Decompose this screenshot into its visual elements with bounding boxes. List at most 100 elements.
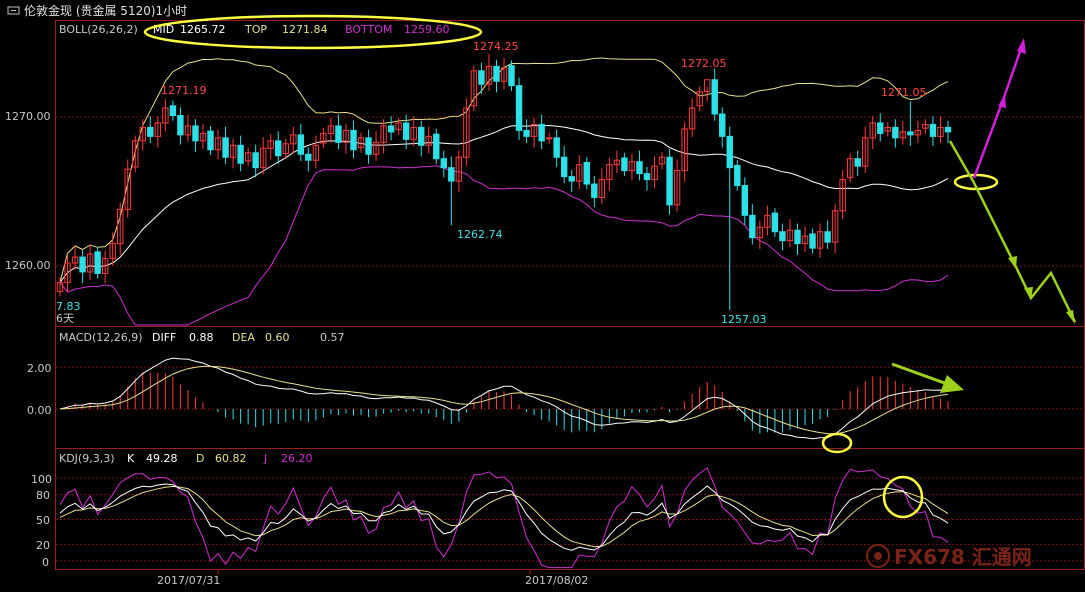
candle-36 <box>327 117 335 144</box>
candle-114 <box>914 120 922 144</box>
candle-73 <box>606 157 613 191</box>
kdj-k-label: K <box>127 452 135 465</box>
candlesticks <box>56 53 952 311</box>
candle-body <box>290 134 297 145</box>
candle-body <box>335 125 342 143</box>
candle-body <box>816 231 824 249</box>
candle-body <box>395 122 402 131</box>
candle-body <box>440 158 448 169</box>
kdj-d-label: D <box>196 452 204 465</box>
candle-body <box>470 70 478 107</box>
candle-70 <box>583 157 590 190</box>
y-tick-kdj-100: 100 <box>31 473 52 486</box>
candle-72 <box>598 168 606 205</box>
candle-85 <box>696 86 703 112</box>
candle-35 <box>320 128 327 149</box>
candle-106 <box>854 150 861 176</box>
price-annotations: 1271.19 1274.25 1272.05 1271.05 1262.74 … <box>56 40 927 326</box>
candle-body <box>621 157 628 172</box>
candle-30 <box>282 138 289 159</box>
bullish-forecast-arrow <box>972 38 1026 179</box>
candle-body <box>259 147 267 169</box>
candle-49 <box>425 126 432 154</box>
candle-body <box>222 137 229 158</box>
y-tick-1260: 1260.00 <box>5 259 51 272</box>
candle-body <box>402 122 410 140</box>
candle-body <box>846 158 854 178</box>
window-title: 伦敦金现 (贵金属 5120)1小时 <box>24 3 187 18</box>
candle-body <box>839 179 846 212</box>
candle-body <box>576 164 583 182</box>
candle-body <box>184 125 192 136</box>
macd-dea-label: DEA <box>232 331 255 344</box>
candle-5 <box>94 246 101 279</box>
candle-body <box>749 214 756 239</box>
boll-bottom-line <box>59 165 949 326</box>
candle-body <box>350 129 357 151</box>
candle-53 <box>455 150 463 193</box>
arrow-head-up-1 <box>1017 38 1026 54</box>
candle-60 <box>508 60 515 91</box>
candle-body <box>523 129 530 137</box>
watermark-text: FX678 汇通网 <box>894 545 1032 569</box>
candle-body <box>297 134 305 155</box>
boll-bottom-value: 1259.60 <box>404 23 450 36</box>
candle-17 <box>184 114 192 142</box>
candle-65 <box>545 132 553 144</box>
candle-body <box>418 126 425 146</box>
candle-body <box>485 65 493 85</box>
kdj-j-line <box>59 467 949 569</box>
candle-100 <box>809 228 816 254</box>
watermark: FX678 汇通网 <box>866 544 1032 569</box>
y-tick-kdj-20: 20 <box>36 539 50 552</box>
candle-79 <box>651 156 658 188</box>
candle-88 <box>719 107 726 148</box>
candle-6 <box>101 250 109 284</box>
macd-diff-label: DIFF <box>152 331 176 344</box>
candle-59 <box>500 58 508 90</box>
macd-lines <box>59 357 949 440</box>
candle-body <box>312 144 320 161</box>
kdj-lines <box>59 467 949 569</box>
candle-16 <box>177 107 184 145</box>
kdj-d-value: 60.82 <box>215 452 247 465</box>
macd-name: MACD(12,26,9) <box>59 331 143 344</box>
candle-body <box>229 144 237 158</box>
candle-38 <box>342 123 350 154</box>
candle-7 <box>109 232 116 266</box>
candle-body <box>809 233 816 249</box>
candle-50 <box>433 128 440 164</box>
y-tick-macd-0: 0.00 <box>27 404 52 417</box>
boll-name: BOLL(26,26,2) <box>59 23 138 36</box>
candle-body <box>305 153 312 161</box>
link-icon[interactable] <box>7 6 20 15</box>
title-bar: 伦敦金现 (贵金属 5120)1小时 <box>7 3 187 18</box>
candle-109 <box>877 113 884 142</box>
candle-body <box>636 161 643 175</box>
candle-body <box>199 132 207 142</box>
candle-body <box>64 262 71 283</box>
candle-body <box>591 183 598 198</box>
candle-body <box>944 126 952 133</box>
candle-body <box>794 229 801 245</box>
candle-104 <box>839 169 846 220</box>
kdj-j-label: J <box>263 452 267 465</box>
candle-body <box>786 229 794 242</box>
candle-98 <box>794 223 801 255</box>
candle-body <box>892 126 899 139</box>
y-tick-1270: 1270.00 <box>5 110 51 123</box>
hand-annotations <box>143 14 1077 519</box>
candle-body <box>207 130 214 151</box>
candle-105 <box>846 153 854 183</box>
candle-63 <box>530 117 538 148</box>
candle-body <box>734 164 741 187</box>
candle-14 <box>162 99 169 132</box>
candle-84 <box>688 98 696 138</box>
candle-body <box>658 156 666 165</box>
candle-20 <box>207 125 214 155</box>
candle-body <box>568 176 575 182</box>
candle-body <box>162 107 169 124</box>
candle-83 <box>681 122 688 182</box>
kdj-legend: KDJ(9,3,3) K 49.28 D 60.82 J 26.20 <box>59 452 313 465</box>
